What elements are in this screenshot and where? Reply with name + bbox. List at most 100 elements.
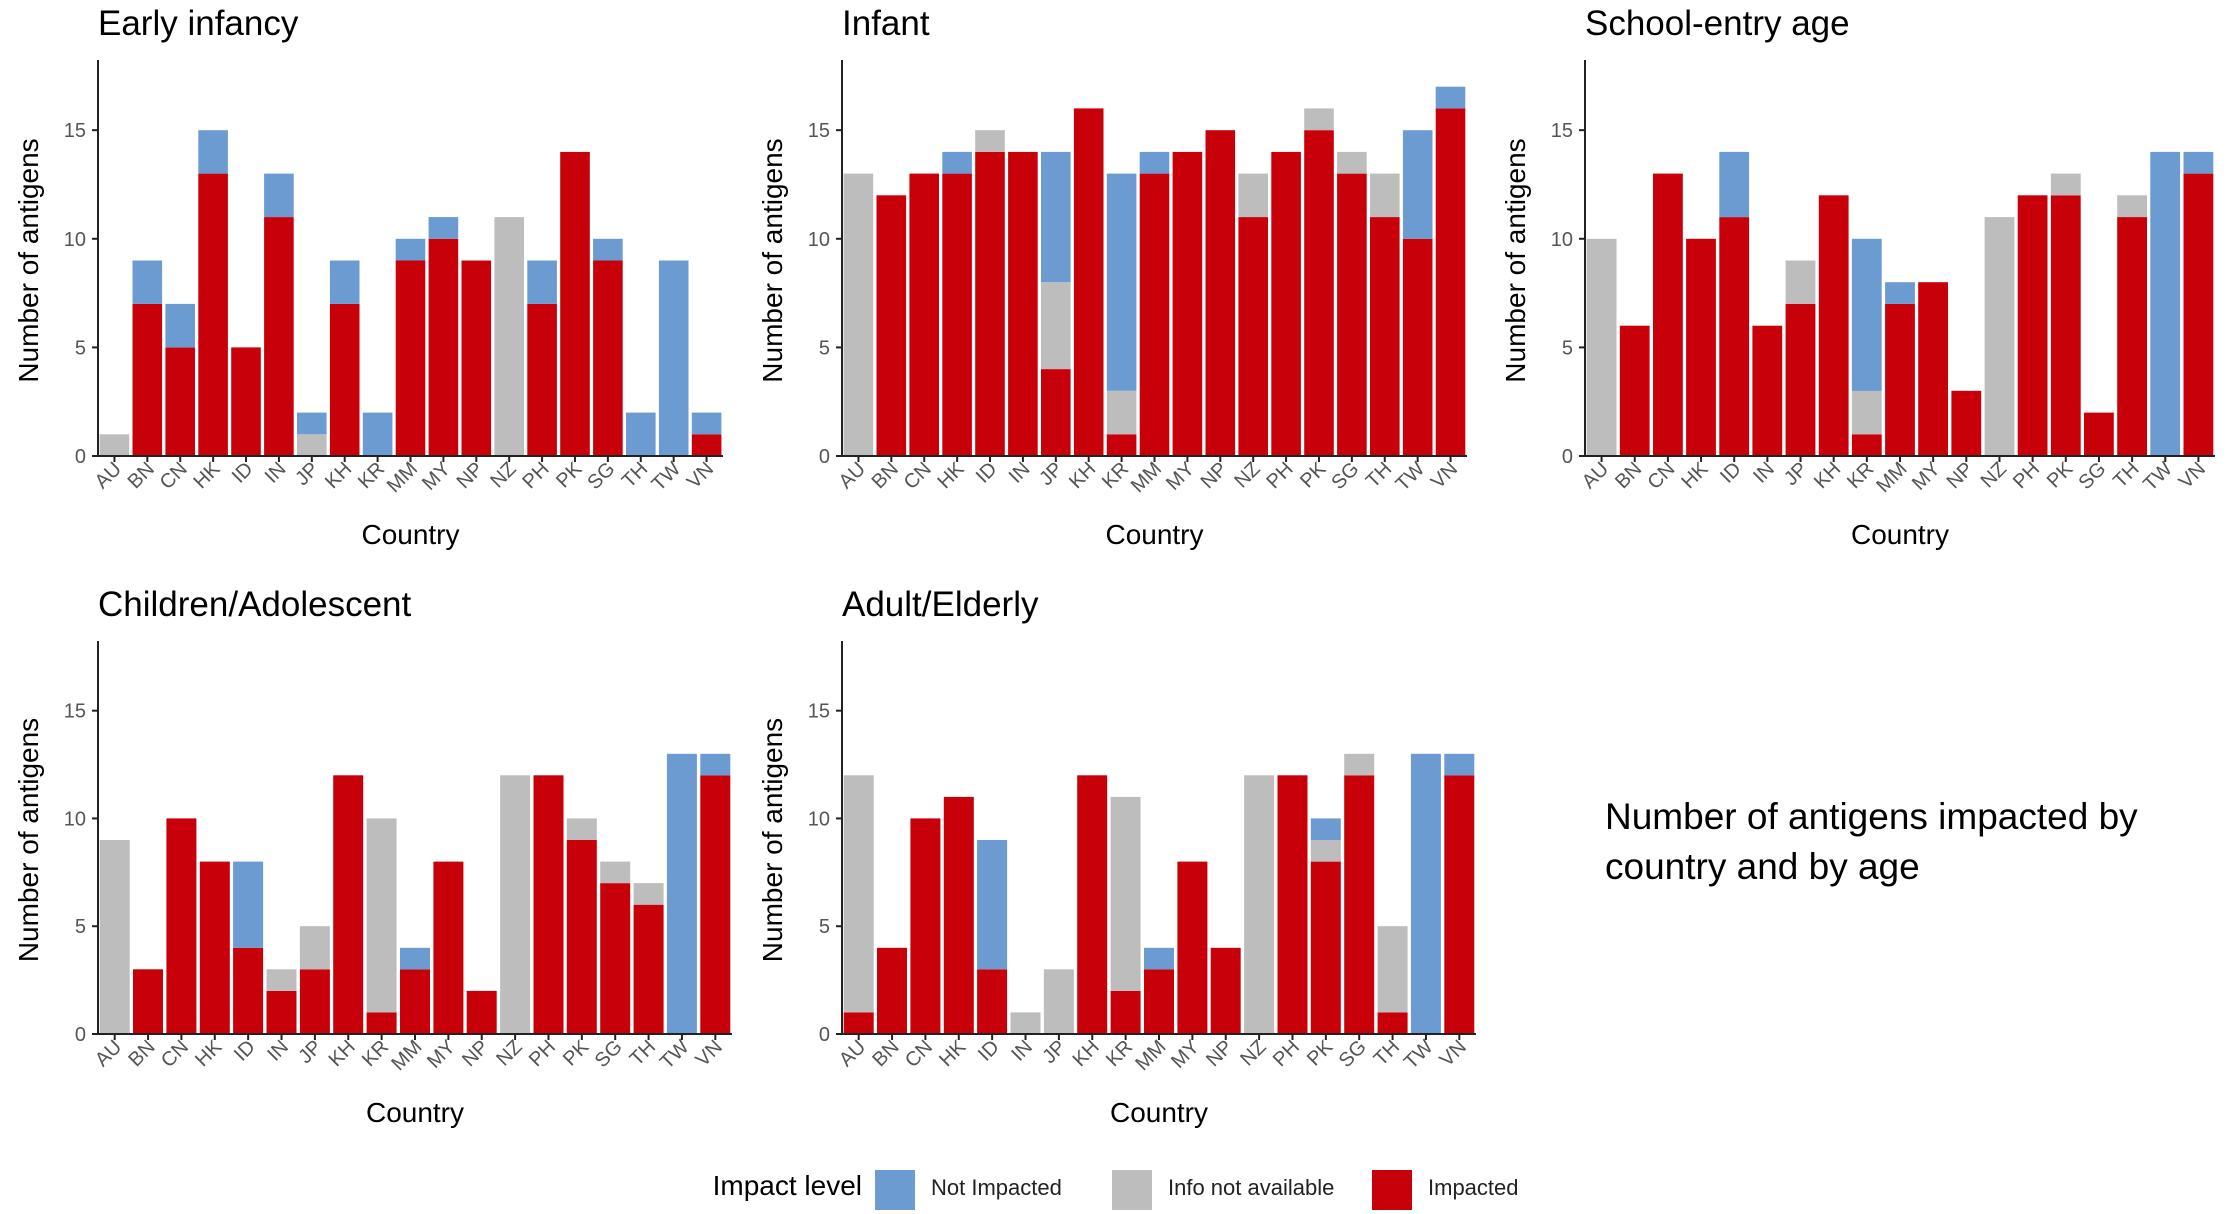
y-tick-label: 10 [64,229,86,251]
bar-segment [1444,753,1475,776]
bar-segment [1377,926,1408,1013]
x-tick-label: NP [453,458,488,493]
bar-segment [909,173,939,456]
bar-segment [165,303,195,348]
bar-segment [132,260,163,304]
bar-segment [1785,303,1816,456]
x-tick-label: TH [626,1036,660,1070]
x-tick-label: PH [2009,458,2044,493]
bar-segment [691,412,722,435]
bar-segment [1344,753,1375,776]
x-tick-label: KH [1069,1036,1104,1071]
bar-segment [1310,861,1341,1034]
bar-segment [877,947,907,1034]
bar-segment [600,883,631,1034]
x-tick-label: KR [354,458,389,493]
bar-segment [333,775,364,1034]
x-tick-label: BN [124,1036,159,1071]
bar-segment [1304,130,1334,456]
y-tick-label: 0 [819,446,830,468]
bar-segment [1885,282,1915,304]
x-tick-label: NP [1197,458,1232,493]
bar-segment [1653,173,1683,456]
y-tick-label: 0 [1562,446,1573,468]
bar-segment [1719,151,1750,218]
bar-segment [1402,130,1433,239]
x-tick-label: TW [1400,1036,1438,1074]
bar-segment [910,818,941,1034]
x-tick-label: MM [1131,1036,1170,1075]
bar-segment [1106,390,1137,435]
y-axis-label: Number of antigens [13,718,44,962]
bar-segment [1370,173,1400,217]
x-tick-label: PH [1269,1036,1304,1071]
x-tick-label: MY [423,1036,460,1073]
bar-segment [1008,151,1038,456]
x-tick-label: BN [868,458,903,493]
bar-segment [428,238,459,456]
legend-label: Not Impacted [931,1175,1062,1200]
x-tick-label: VN [683,458,718,493]
bar-segment [1719,217,1750,456]
bar-segment [1073,108,1104,457]
bar-segment [1277,775,1308,1034]
bar-segment [433,861,464,1034]
x-tick-label: VN [692,1036,727,1071]
bar-segment [566,818,597,840]
x-tick-label: MM [387,1036,426,1075]
bar-segment [975,151,1005,456]
bar-segment [1851,238,1882,391]
bar-segment [943,796,974,1034]
panel-title: School-entry age [1585,4,1850,43]
y-tick-label: 10 [64,808,86,830]
y-tick-label: 10 [808,229,830,251]
bar-segment [1377,1012,1408,1034]
y-tick-label: 5 [819,337,830,359]
bar-segment [1370,217,1400,456]
x-tick-label: SG [2074,458,2110,494]
x-tick-label: CN [1643,458,1679,494]
y-tick-label: 15 [1551,120,1573,142]
y-tick-label: 15 [64,120,86,142]
bar-segment [2183,151,2214,174]
bar-segment [1435,108,1466,457]
bar-segment [299,926,330,970]
x-tick-label: TW [656,1036,694,1074]
x-tick-label: NZ [1236,1036,1270,1070]
x-tick-label: AU [1578,458,1613,493]
x-tick-label: MY [1162,458,1199,495]
bar-segment [2117,217,2147,456]
bar-segment [366,818,397,1013]
x-tick-label: VN [1427,458,1462,493]
y-axis-label: Number of antigens [757,718,788,962]
x-tick-label: MM [1127,458,1166,497]
x-tick-label: HK [1677,458,1713,494]
bar-segment [1271,151,1301,456]
bar-segment [566,840,597,1034]
bar-segment [1041,369,1071,456]
x-tick-label: VN [2175,458,2210,493]
bar-segment [1410,753,1441,1034]
bar-segment [1172,151,1203,456]
y-axis-label: Number of antigens [1500,138,1531,382]
bar-segment [1043,969,1074,1034]
bar-segment [1586,238,1617,456]
x-tick-label: IN [1007,1036,1037,1066]
bar-segment [299,969,330,1034]
y-tick-label: 5 [75,337,86,359]
bar-segment [1238,217,1268,456]
bar-segment [1402,238,1433,456]
bar-segment [1244,775,1275,1034]
bar-segment [1144,947,1174,970]
bar-segment [133,969,163,1034]
bar-segment [233,861,264,948]
x-tick-label: NZ [1977,458,2011,492]
x-tick-label: JP [1035,458,1067,490]
bar-segment [1951,390,1982,456]
bar-segment [593,260,623,456]
bar-segment [395,238,426,261]
x-tick-label: HK [191,1036,227,1072]
bar-segment [1984,217,2015,456]
bar-segment [942,173,972,456]
